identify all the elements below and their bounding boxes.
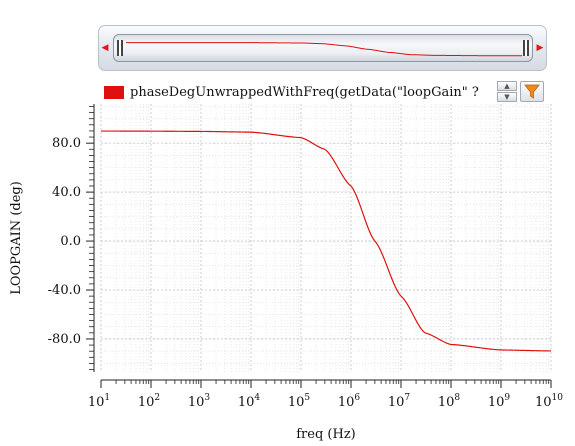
x-tick-label: 1010 [535, 393, 563, 410]
overview-curve [126, 42, 522, 57]
x-tick-label: 103 [188, 393, 211, 410]
overview-scrollbar[interactable]: ◀ ▶ [98, 25, 547, 71]
left-grip-handle[interactable] [117, 40, 123, 56]
x-tick-label: 108 [438, 393, 461, 410]
overview-series-line [126, 42, 522, 57]
filter-icon [524, 84, 540, 99]
series-line-phase[interactable] [100, 130, 552, 352]
y-tick-label: -40.0 [48, 283, 81, 298]
legend-label: phaseDegUnwrappedWithFreq(getData("loopG… [130, 85, 479, 100]
x-tick-label: 101 [88, 393, 110, 410]
x-tick-label: 109 [488, 393, 511, 410]
y-tick-label: -80.0 [48, 332, 81, 347]
legend-color-swatch [104, 86, 124, 99]
filter-button[interactable] [520, 81, 544, 102]
y-tick-label: 80.0 [52, 136, 81, 151]
x-tick-label: 105 [288, 393, 311, 410]
x-axis-title: freq (Hz) [296, 427, 356, 442]
right-grip-handle[interactable] [523, 40, 529, 56]
x-tick-label: 107 [388, 393, 411, 410]
legend-scroll-down-button[interactable]: ▼ [497, 92, 517, 102]
x-tick-label: 104 [238, 393, 261, 410]
x-tick-label: 106 [338, 393, 361, 410]
axis-ticks [86, 106, 552, 388]
axes [93, 104, 551, 381]
legend-scroll-up-button[interactable]: ▲ [497, 81, 517, 91]
y-tick-label: 40.0 [52, 185, 81, 200]
scrollbar-thumb[interactable] [113, 34, 533, 62]
x-tick-label: 102 [138, 393, 160, 410]
plot-background [101, 104, 551, 372]
major-grid [100, 104, 552, 372]
y-tick-label: 0.0 [60, 234, 81, 249]
scroll-left-button[interactable]: ◀ [101, 43, 109, 53]
y-axis-title: LOOPGAIN (deg) [9, 181, 24, 295]
tick-labels: 101 102 103 104 105 106 107 108 109 1010 80.0 40.0 0… [48, 136, 564, 410]
scroll-right-button[interactable]: ▶ [536, 43, 544, 53]
